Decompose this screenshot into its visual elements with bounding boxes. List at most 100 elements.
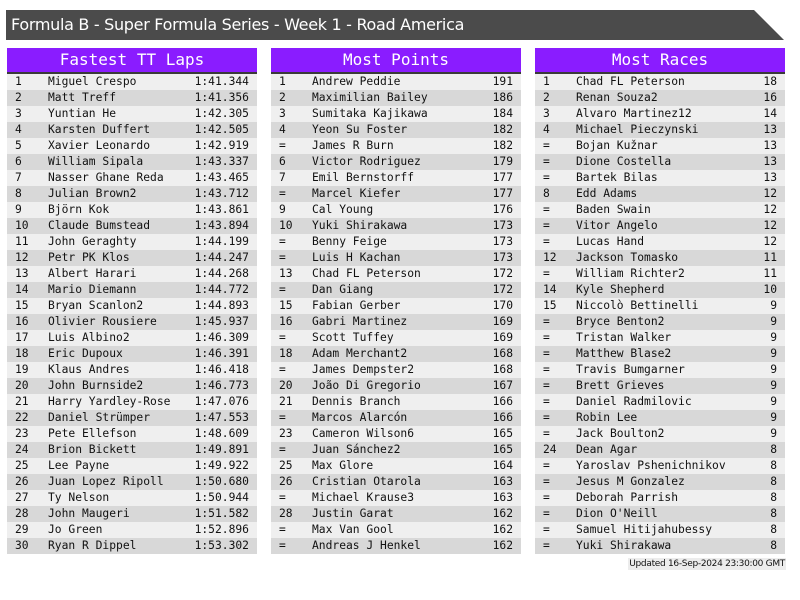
value: 9 (770, 427, 777, 440)
table-heading: Most Races (535, 48, 785, 74)
driver-name: Mario Diemann (48, 283, 137, 296)
page-title: Formula B - Super Formula Series - Week … (11, 15, 465, 34)
value: 9 (770, 299, 777, 312)
rank: = (543, 539, 550, 552)
value: 173 (492, 235, 513, 248)
driver-name: João Di Gregorio (312, 379, 421, 392)
rank: 14 (15, 283, 29, 296)
table-row: 11 John Geraghty 1:44.199 (7, 234, 257, 250)
rank: 13 (15, 267, 29, 280)
table-row: = Marcos Alarcón 166 (271, 410, 521, 426)
driver-name: William Richter2 (576, 267, 685, 280)
rank: = (279, 411, 286, 424)
table-row: = Baden Swain 12 (535, 202, 785, 218)
value: 13 (763, 139, 777, 152)
table-row: 20 John Burnside2 1:46.773 (7, 378, 257, 394)
driver-name: Chad FL Peterson (312, 267, 421, 280)
rank: = (543, 395, 550, 408)
rank: = (279, 539, 286, 552)
driver-name: Andrew Peddie (312, 75, 401, 88)
value: 1:44.772 (194, 283, 249, 296)
rank: 22 (15, 411, 29, 424)
driver-name: Jo Green (48, 523, 103, 536)
table-row: = Marcel Kiefer 177 (271, 186, 521, 202)
table-row: = Brett Grieves 9 (535, 378, 785, 394)
table-row: = Andreas J Henkel 162 (271, 538, 521, 554)
rank: 9 (279, 203, 286, 216)
driver-name: Marcos Alarcón (312, 411, 408, 424)
driver-name: Xavier Leonardo (48, 139, 151, 152)
table-row: 2 Matt Treff 1:41.356 (7, 90, 257, 106)
table-heading: Fastest TT Laps (7, 48, 257, 74)
driver-name: Harry Yardley-Rose (48, 395, 171, 408)
value: 9 (770, 331, 777, 344)
table-row: 15 Fabian Gerber 170 (271, 298, 521, 314)
rank: 29 (15, 523, 29, 536)
driver-name: Cal Young (312, 203, 374, 216)
table-row: = Matthew Blase2 9 (535, 346, 785, 362)
value: 170 (492, 299, 513, 312)
rank: 4 (279, 123, 286, 136)
driver-name: Justin Garat (312, 507, 394, 520)
rank: = (279, 235, 286, 248)
table-row: 1 Andrew Peddie 191 (271, 74, 521, 90)
driver-name: Claude Bumstead (48, 219, 151, 232)
table-row: 6 Victor Rodriguez 179 (271, 154, 521, 170)
table-row: 13 Albert Harari 1:44.268 (7, 266, 257, 282)
rank: 23 (279, 427, 293, 440)
rank: 4 (15, 123, 22, 136)
driver-name: Niccolò Bettinelli (576, 299, 699, 312)
driver-name: Dennis Branch (312, 395, 401, 408)
table-row: 5 Xavier Leonardo 1:42.919 (7, 138, 257, 154)
table-row: 28 Justin Garat 162 (271, 506, 521, 522)
rank: = (543, 427, 550, 440)
value: 177 (492, 187, 513, 200)
rank: 26 (15, 475, 29, 488)
table-row: 9 Cal Young 176 (271, 202, 521, 218)
driver-name: Edd Adams (576, 187, 638, 200)
value: 163 (492, 491, 513, 504)
value: 12 (763, 219, 777, 232)
rank: 20 (279, 379, 293, 392)
rank: 16 (15, 315, 29, 328)
rank: = (543, 379, 550, 392)
table-row: 4 Karsten Duffert 1:42.505 (7, 122, 257, 138)
rank: = (543, 347, 550, 360)
rank: 12 (543, 251, 557, 264)
table-row: 16 Gabri Martinez 169 (271, 314, 521, 330)
table-row: 24 Brion Bickett 1:49.891 (7, 442, 257, 458)
value: 11 (763, 267, 777, 280)
rank: 18 (15, 347, 29, 360)
table-row: 21 Harry Yardley-Rose 1:47.076 (7, 394, 257, 410)
driver-name: Chad FL Peterson (576, 75, 685, 88)
driver-name: Tristan Walker (576, 331, 672, 344)
driver-name: James Dempster2 (312, 363, 415, 376)
driver-name: Samuel Hitijahubessy (576, 523, 713, 536)
table-row: 25 Max Glore 164 (271, 458, 521, 474)
table-row: = Robin Lee 9 (535, 410, 785, 426)
value: 1:46.418 (194, 363, 249, 376)
rank: 28 (15, 507, 29, 520)
rank: = (543, 507, 550, 520)
value: 177 (492, 171, 513, 184)
driver-name: Alvaro Martinez12 (576, 107, 692, 120)
driver-name: Michael Pieczynski (576, 123, 699, 136)
value: 169 (492, 315, 513, 328)
table-row: 1 Chad FL Peterson 18 (535, 74, 785, 90)
value: 173 (492, 251, 513, 264)
driver-name: Bryce Benton2 (576, 315, 665, 328)
rank: 25 (279, 459, 293, 472)
driver-name: Bryan Scanlon2 (48, 299, 144, 312)
value: 9 (770, 411, 777, 424)
driver-name: Yuki Shirakawa (576, 539, 672, 552)
table-row: 7 Nasser Ghane Reda 1:43.465 (7, 170, 257, 186)
table-row: 16 Olivier Rousiere 1:45.937 (7, 314, 257, 330)
table-row: 12 Jackson Tomasko 11 (535, 250, 785, 266)
value: 8 (770, 507, 777, 520)
rank: 15 (279, 299, 293, 312)
table-row: = William Richter2 11 (535, 266, 785, 282)
value: 1:46.391 (194, 347, 249, 360)
table-row: = Tristan Walker 9 (535, 330, 785, 346)
rank: = (279, 187, 286, 200)
driver-name: Baden Swain (576, 203, 651, 216)
